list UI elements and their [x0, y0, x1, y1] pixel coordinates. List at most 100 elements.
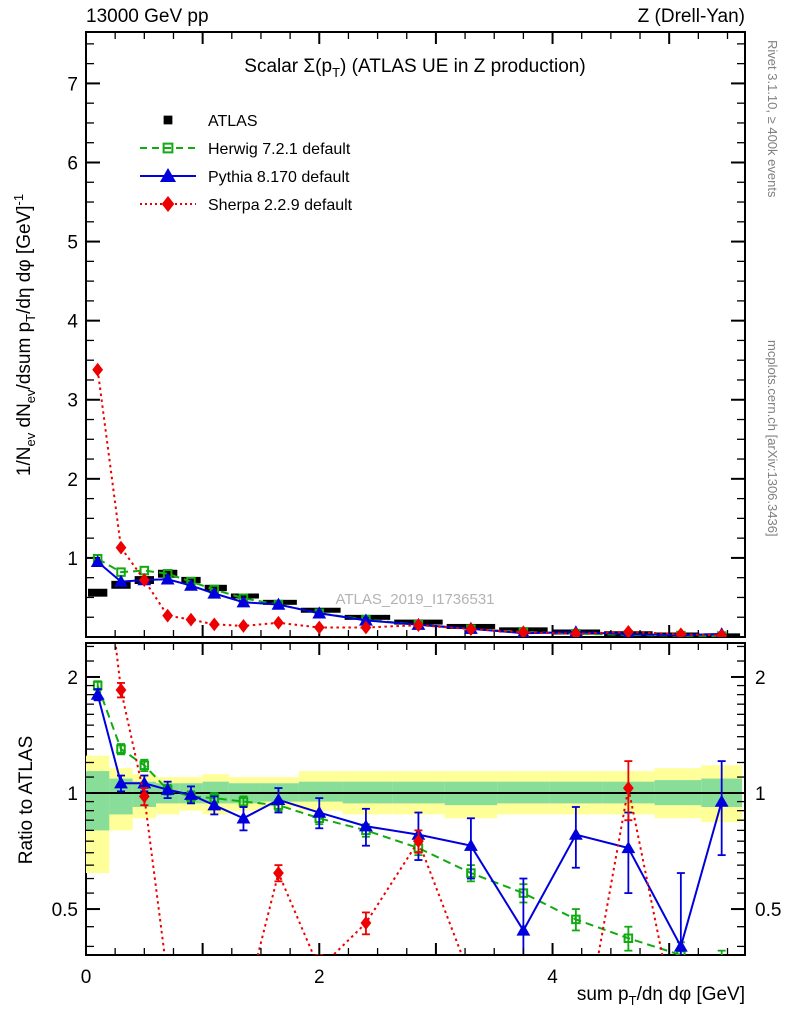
uncertainty-bands: [86, 755, 743, 874]
data-marker: [162, 608, 174, 623]
plot-title: Scalar Σ(pT) (ATLAS UE in Z production): [244, 56, 585, 80]
y-axis-label: 1/Nev dNev/dsum pT/dη dφ [GeV]-1: [11, 194, 38, 476]
data-marker: [138, 573, 150, 587]
data-marker: [413, 618, 424, 633]
ratio-data-marker: [116, 744, 126, 754]
ratio-data-marker: [209, 1012, 220, 1024]
data-marker: [312, 606, 327, 619]
ratio-series-pythia: [90, 687, 729, 955]
atlas-bin-box: [88, 588, 108, 597]
ratio-data-marker: [114, 776, 128, 789]
data-marker: [465, 622, 477, 636]
data-marker: [92, 362, 104, 377]
ratio-data-marker: [623, 933, 634, 943]
ratio-series-line: [96, 685, 686, 955]
ratio-data-marker: [160, 782, 175, 795]
y-tick-label-main: 7: [67, 74, 78, 95]
data-marker: [518, 625, 529, 637]
ratio-data-marker: [621, 841, 636, 854]
main-panel-data: [88, 362, 741, 637]
y-tick-label-main: 4: [67, 312, 78, 333]
data-marker: [570, 626, 582, 637]
data-marker: [675, 627, 687, 637]
data-marker: [115, 540, 127, 555]
atlas-bin-box: [230, 593, 259, 599]
ratio-series-herwig: [92, 680, 726, 968]
side-text-mcplots: mcplots.cern.ch [arXiv:1306.3436]: [765, 340, 780, 537]
y-tick-label-main: 1: [67, 549, 78, 570]
ratio-data-marker: [238, 796, 249, 807]
x-tick-label: 2: [314, 967, 325, 988]
legend-marker-2: [159, 167, 177, 183]
ratio-data-marker: [162, 972, 173, 986]
x-axis-label: sum pT/dη dφ [GeV]: [577, 984, 745, 1008]
ratio-data-marker: [207, 798, 222, 811]
ratio-data-marker: [568, 827, 583, 840]
legend-marker-0: [163, 115, 173, 125]
ratio-data-marker: [271, 792, 286, 806]
ratio-data-marker: [571, 914, 581, 925]
header-left-label: 13000 GeV pp: [86, 6, 209, 27]
legend-label-0: ATLAS: [208, 113, 258, 130]
ratio-y-tick-label-right: 0.5: [755, 900, 781, 921]
data-marker: [185, 612, 197, 627]
x-tick-label: 0: [81, 967, 92, 988]
ratio-data-marker: [90, 687, 105, 700]
panel-frames: [85, 31, 746, 956]
ratio-data-marker: [137, 776, 152, 789]
x-tick-label: 4: [547, 967, 558, 988]
ratio-data-marker: [359, 819, 373, 832]
ratio-data-marker: [718, 960, 726, 968]
data-marker: [160, 572, 175, 585]
ratio-y-axis-label: Ratio to ATLAS: [16, 736, 37, 865]
data-marker: [184, 578, 198, 591]
data-marker: [236, 595, 251, 608]
ratio-y-tick-label-right: 1: [755, 784, 766, 805]
ratio-data-marker: [236, 811, 251, 824]
series-line: [97, 557, 722, 637]
ratio-data-marker: [115, 683, 127, 697]
ratio-data-marker: [360, 916, 372, 930]
header-row: 13000 GeV pp Z (Drell-Yan): [86, 6, 745, 27]
band-inner-segment: [298, 781, 343, 802]
ratio-data-marker: [413, 834, 424, 849]
ratio-series-sherpa: [114, 643, 664, 1024]
x-axis-label: sum pT/dη dφ [GeV]: [577, 984, 745, 1008]
ratio-y-tick-label: 2: [67, 668, 78, 689]
legend-label-1: Herwig 7.2.1 default: [208, 141, 351, 158]
ratio-data-marker: [516, 923, 531, 936]
watermark: ATLAS_2019_I1736531: [335, 591, 494, 608]
legend-entry-1: Herwig 7.2.1 default: [140, 141, 351, 158]
ratio-data-marker: [673, 939, 688, 952]
legend-marker-3: [161, 195, 175, 213]
data-marker: [90, 554, 105, 568]
main-panel-title: Scalar Σ(pT) (ATLAS UE in Z production): [244, 56, 585, 80]
legend-entry-2: Pythia 8.170 default: [140, 167, 350, 186]
legend-entry-0: ATLAS: [163, 113, 258, 130]
header-right-label: Z (Drell-Yan): [638, 6, 745, 27]
data-marker: [271, 597, 286, 610]
data-marker: [208, 617, 220, 632]
data-marker: [273, 615, 284, 630]
data-marker: [313, 620, 325, 635]
atlas-bin-box: [204, 584, 227, 592]
watermark-label: ATLAS_2019_I1736531: [335, 591, 494, 608]
y-tick-label-main: 6: [67, 153, 78, 174]
ratio-data-marker: [312, 805, 327, 818]
y-tick-label-main: 5: [67, 233, 78, 254]
legend-entry-3: Sherpa 2.2.9 default: [140, 195, 353, 214]
band-inner-segment: [86, 771, 110, 831]
ratio-data-marker: [466, 972, 477, 986]
legend-label-3: Sherpa 2.2.9 default: [208, 197, 353, 214]
data-marker: [114, 574, 128, 587]
ratio-data-marker: [138, 789, 150, 804]
ratio-y-tick-label: 1: [67, 784, 78, 805]
ratio-y-tick-label-right: 2: [755, 668, 766, 689]
ratio-data-marker: [238, 1005, 249, 1019]
legend-label-2: Pythia 8.170 default: [208, 169, 350, 186]
data-marker: [207, 586, 222, 599]
ratio-data-marker: [464, 838, 478, 851]
ratio-data-marker: [714, 794, 729, 807]
ratio-data-marker: [186, 988, 197, 1002]
legend: ATLAS Herwig 7.2.1 default Pythia 8.170 de…: [140, 113, 353, 214]
